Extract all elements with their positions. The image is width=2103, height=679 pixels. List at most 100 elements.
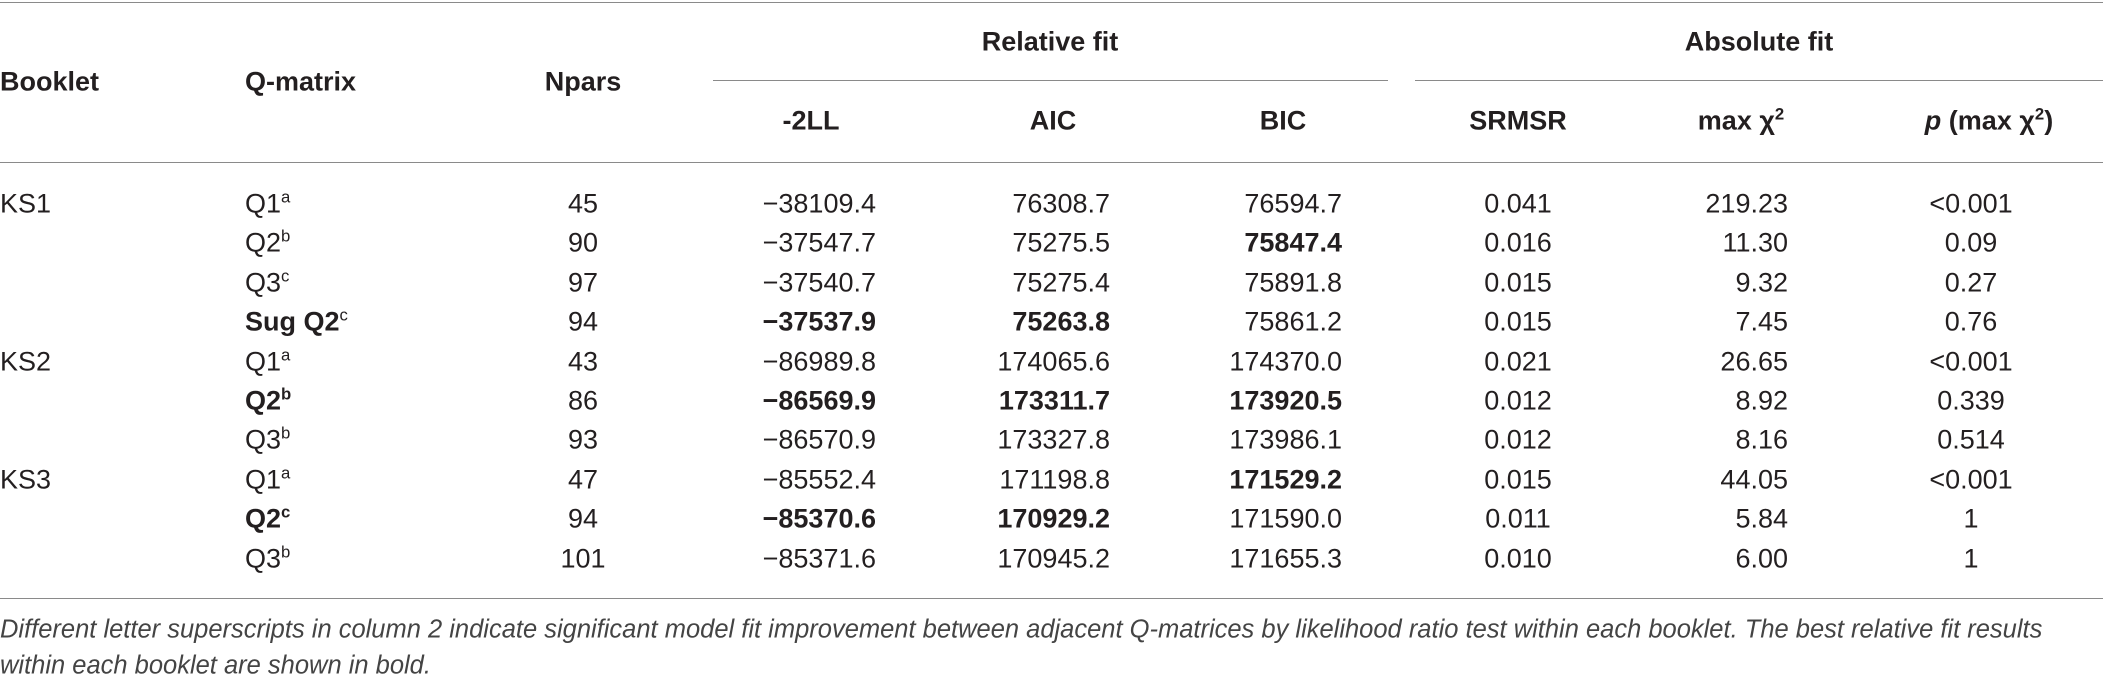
cell-text: Q3 bbox=[245, 543, 282, 574]
cell-text: 94 bbox=[567, 306, 599, 337]
header-part: p bbox=[1924, 105, 1942, 136]
cell: 0.015 bbox=[1484, 308, 1552, 336]
cell: Q2b bbox=[245, 386, 291, 415]
cell: 45 bbox=[567, 188, 599, 219]
header-part: Booklet bbox=[0, 66, 100, 97]
cell: 44.05 bbox=[1720, 466, 1788, 493]
cell-text: 0.514 bbox=[1937, 424, 2005, 455]
cell: 26.65 bbox=[1720, 348, 1788, 375]
cell: 75847.4 bbox=[1244, 227, 1342, 258]
cell-text: 1 bbox=[1963, 503, 1979, 534]
cell: Q1a bbox=[245, 463, 291, 495]
superscript: c bbox=[339, 305, 348, 325]
cell-text: 90 bbox=[567, 227, 599, 258]
cell-text: Q3 bbox=[245, 267, 282, 298]
cell: 0.339 bbox=[1937, 385, 2005, 416]
cell: Q1a bbox=[245, 189, 290, 218]
cell: <0.001 bbox=[1929, 466, 2012, 493]
cell-text: 0.339 bbox=[1937, 385, 2005, 416]
header-part: (max χ bbox=[1941, 105, 2035, 136]
column-header: AIC bbox=[1030, 107, 1077, 135]
superscript: b bbox=[281, 423, 291, 443]
cell: 0.021 bbox=[1484, 348, 1552, 375]
cell-text: 0.011 bbox=[1485, 503, 1551, 534]
cell: 0.76 bbox=[1945, 308, 1998, 336]
cell: 75275.4 bbox=[1012, 269, 1110, 296]
cell: Q3b bbox=[245, 543, 290, 574]
column-header: p (max χ2) bbox=[1924, 105, 2053, 136]
cell-text: 0.016 bbox=[1484, 227, 1552, 258]
header-part: Q-matrix bbox=[245, 66, 357, 97]
cell: 94 bbox=[568, 505, 598, 533]
bottom-rule bbox=[0, 598, 2103, 599]
cell: 86 bbox=[568, 387, 598, 415]
cell-text: 5.84 bbox=[1735, 503, 1788, 534]
cell: Q1a bbox=[245, 346, 290, 377]
cell-text: 8.92 bbox=[1735, 385, 1788, 416]
cell: 0.09 bbox=[1944, 227, 1998, 258]
cell-text: 26.65 bbox=[1720, 346, 1788, 377]
cell-text: 93 bbox=[567, 424, 599, 455]
cell-text: 171590.0 bbox=[1229, 503, 1342, 534]
cell: 174370.0 bbox=[1229, 348, 1342, 375]
cell-text: 6.00 bbox=[1735, 543, 1788, 574]
cell: −85371.6 bbox=[763, 545, 876, 572]
cell-text: 0.09 bbox=[1944, 227, 1998, 258]
cell: 11.30 bbox=[1722, 229, 1788, 257]
cell-text: 0.015 bbox=[1484, 267, 1552, 298]
cell: 0.011 bbox=[1485, 503, 1551, 534]
cell-text: 75847.4 bbox=[1244, 227, 1342, 258]
cell: −38109.4 bbox=[763, 190, 876, 218]
group-rule bbox=[713, 80, 1388, 81]
cell: 219.23 bbox=[1705, 190, 1788, 218]
superscript: b bbox=[281, 226, 291, 246]
cell: 0.041 bbox=[1484, 190, 1552, 218]
cell-text: 76594.7 bbox=[1244, 188, 1342, 219]
cell: 43 bbox=[568, 348, 598, 375]
cell: 76308.7 bbox=[1012, 190, 1110, 218]
superscript: c bbox=[281, 266, 290, 286]
footnote: within each booklet are shown in bold. bbox=[0, 651, 431, 679]
cell-text: −86989.8 bbox=[762, 346, 876, 377]
cell-text: −37540.7 bbox=[762, 267, 876, 298]
cell-text: Sug Q2 bbox=[245, 306, 340, 337]
superscript: a bbox=[281, 463, 291, 483]
superscript: a bbox=[281, 187, 291, 207]
cell-text: <0.001 bbox=[1929, 464, 2013, 495]
cell-text: 0.021 bbox=[1484, 346, 1552, 377]
cell: 1 bbox=[1963, 545, 1978, 572]
column-header: Booklet bbox=[0, 66, 100, 97]
cell: 173311.7 bbox=[999, 387, 1110, 415]
cell: 0.27 bbox=[1945, 269, 1998, 296]
cell: 76594.7 bbox=[1244, 188, 1342, 219]
cell-text: Q1 bbox=[245, 464, 282, 495]
header-part: SRMSR bbox=[1469, 105, 1567, 136]
cell-text: 173920.5 bbox=[1229, 385, 1342, 416]
cell-text: 43 bbox=[567, 346, 599, 377]
cell: 7.45 bbox=[1735, 308, 1788, 336]
cell-text: 45 bbox=[567, 188, 599, 219]
cell: 0.015 bbox=[1484, 269, 1552, 296]
cell: 9.32 bbox=[1735, 269, 1788, 296]
group-rule bbox=[1415, 80, 2103, 81]
cell-text: 75263.8 bbox=[1012, 306, 1110, 337]
cell-text: Q1 bbox=[245, 346, 282, 377]
booklet-cell: KS3 bbox=[0, 464, 52, 495]
cell-text: 101 bbox=[560, 543, 606, 574]
cell: −86989.8 bbox=[763, 348, 876, 375]
cell-text: −85371.6 bbox=[762, 543, 876, 574]
cell: 101 bbox=[560, 545, 605, 572]
cell: 97 bbox=[568, 269, 598, 296]
cell: 170929.2 bbox=[997, 505, 1110, 533]
cell: 8.16 bbox=[1735, 426, 1788, 454]
cell-text: −85552.4 bbox=[762, 464, 876, 495]
cell-text: 47 bbox=[567, 464, 599, 495]
cell: 174065.6 bbox=[997, 348, 1110, 375]
cell-text: −85370.6 bbox=[762, 503, 876, 534]
cell-text: 0.015 bbox=[1484, 464, 1552, 495]
cell: −37547.7 bbox=[763, 229, 876, 257]
column-header: BIC bbox=[1260, 107, 1307, 135]
cell-text: 75275.5 bbox=[1012, 227, 1110, 258]
column-header: SRMSR bbox=[1469, 105, 1567, 136]
